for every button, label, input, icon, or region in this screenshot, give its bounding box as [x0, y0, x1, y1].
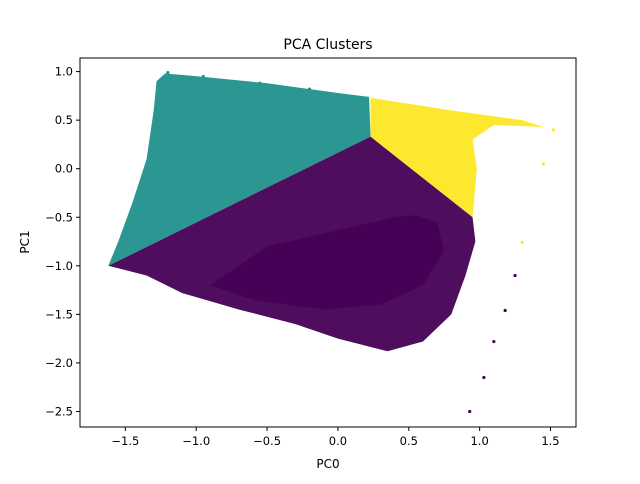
- cluster-0-point: [166, 70, 170, 75]
- y-tick-label: 0.5: [55, 113, 73, 127]
- cluster-1-point: [520, 240, 524, 245]
- x-tick-label: 1.0: [470, 434, 488, 448]
- y-axis-label: PC1: [18, 230, 32, 253]
- plot-frame: [79, 57, 577, 428]
- cluster-1-region: [370, 97, 544, 218]
- cluster-2-point: [482, 375, 486, 380]
- cluster-0-point: [201, 74, 205, 79]
- y-tick-label: 1.0: [55, 65, 73, 79]
- x-tick-label: 0.5: [400, 434, 418, 448]
- cluster-2-point: [468, 409, 472, 414]
- cluster-0: [108, 70, 371, 266]
- y-tick-label: 0.0: [55, 162, 73, 176]
- y-tick-label: −2.0: [45, 356, 73, 370]
- cluster-2-region: [210, 215, 445, 310]
- cluster-0-point: [336, 94, 340, 98]
- y-tick-label: −1.5: [45, 307, 73, 321]
- cluster-0-region: [108, 73, 371, 266]
- y-tick-label: −2.5: [45, 404, 73, 418]
- cluster-1-point: [551, 128, 555, 132]
- x-tick-label: 0.0: [329, 434, 347, 448]
- cluster-1-point: [541, 162, 546, 166]
- y-tick-label: −0.5: [45, 210, 73, 224]
- cluster-2: [108, 136, 517, 414]
- y-tick-label: −1.0: [45, 259, 73, 273]
- cluster-2-point: [492, 339, 496, 344]
- x-tick-label: −1.5: [111, 434, 139, 448]
- chart-title: PCA Clusters: [283, 37, 372, 53]
- cluster-1: [370, 97, 555, 245]
- x-tick-label: −1.0: [182, 434, 210, 448]
- x-tick-label: 1.5: [541, 434, 559, 448]
- x-axis-label: PC0: [316, 457, 339, 471]
- cluster-2-point: [503, 308, 507, 313]
- cluster-0-point: [307, 87, 312, 91]
- x-tick-label: −0.5: [253, 434, 281, 448]
- cluster-0-point: [258, 81, 262, 85]
- cluster-2-point: [513, 273, 517, 278]
